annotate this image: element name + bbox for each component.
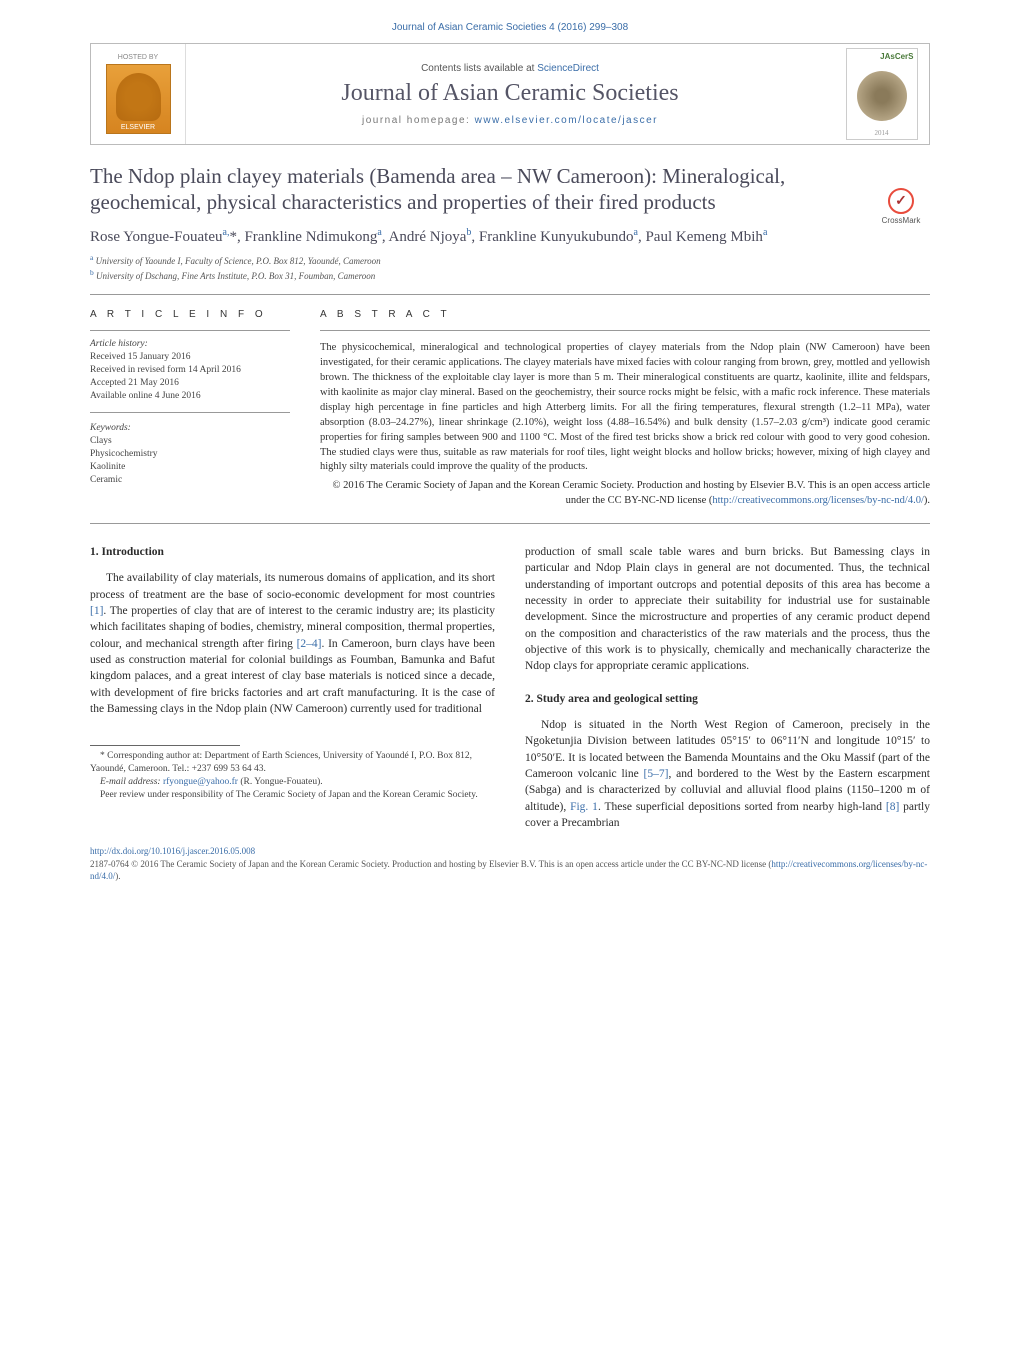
banner-right: JAsCerS 2014 (834, 44, 929, 144)
homepage-label: journal homepage: (362, 115, 475, 126)
history-item: Available online 4 June 2016 (90, 390, 290, 403)
ref-2-4[interactable]: [2–4] (297, 638, 322, 650)
keywords-head: Keywords: (90, 423, 290, 433)
footer-text: 2187-0764 © 2016 The Ceramic Society of … (90, 859, 771, 869)
section-1-para: The availability of clay materials, its … (90, 570, 495, 717)
s2c: . These superficial depositions sorted f… (598, 801, 886, 813)
authors: Rose Yongue-Fouateua,*, Frankline Ndimuk… (90, 226, 930, 248)
license-link[interactable]: http://creativecommons.org/licenses/by-n… (712, 495, 924, 506)
article-title: The Ndop plain clayey materials (Bamenda… (90, 163, 930, 216)
cover-image-icon (857, 71, 907, 121)
banner-center: Contents lists available at ScienceDirec… (186, 44, 834, 144)
email-link[interactable]: rfyongue@yahoo.fr (163, 777, 238, 787)
journal-homepage: journal homepage: www.elsevier.com/locat… (362, 115, 658, 126)
keyword-item: Physicochemistry (90, 448, 290, 461)
history-item: Received in revised form 14 April 2016 (90, 364, 290, 377)
crossmark-icon: ✓ (888, 188, 914, 214)
ref-5-7[interactable]: [5–7] (644, 768, 669, 780)
banner-left: HOSTED BY ELSEVIER (91, 44, 186, 144)
cover-label: JAsCerS (880, 52, 913, 61)
journal-banner: HOSTED BY ELSEVIER Contents lists availa… (90, 43, 930, 145)
section-1-heading: 1. Introduction (90, 544, 495, 560)
history-head: Article history: (90, 339, 290, 349)
license-close: ). (924, 495, 930, 506)
abstract-head: A B S T R A C T (320, 309, 930, 320)
history-list: Received 15 January 2016Received in revi… (90, 351, 290, 402)
ref-8[interactable]: [8] (886, 801, 899, 813)
keyword-item: Ceramic (90, 474, 290, 487)
info-divider-2 (90, 412, 290, 413)
abstract-text: The physicochemical, mineralogical and t… (320, 341, 930, 475)
corresponding-author: * Corresponding author at: Department of… (90, 750, 495, 776)
history-item: Received 15 January 2016 (90, 351, 290, 364)
elsevier-text: ELSEVIER (121, 124, 155, 131)
elsevier-tree-icon (116, 73, 161, 121)
abstract-divider (320, 330, 930, 331)
keywords-list: ClaysPhysicochemistryKaoliniteCeramic (90, 435, 290, 486)
footnotes: * Corresponding author at: Department of… (90, 750, 495, 801)
copyright: © 2016 The Ceramic Society of Japan and … (320, 479, 930, 509)
crossmark-label: CrossMark (872, 216, 930, 225)
page-footer: http://dx.doi.org/10.1016/j.jascer.2016.… (0, 831, 1020, 881)
affiliations: a University of Yaounde I, Faculty of Sc… (90, 253, 930, 282)
sciencedirect-link[interactable]: ScienceDirect (537, 63, 599, 74)
col2-continuation: production of small scale table wares an… (525, 544, 930, 675)
fig-1-ref[interactable]: Fig. 1 (570, 801, 598, 813)
contents-text: Contents lists available at (421, 63, 537, 74)
contents-lists: Contents lists available at ScienceDirec… (421, 63, 599, 74)
section-2-heading: 2. Study area and geological setting (525, 691, 930, 707)
body-columns: 1. Introduction The availability of clay… (90, 544, 930, 831)
keyword-item: Kaolinite (90, 461, 290, 474)
divider-2 (90, 523, 930, 524)
keyword-item: Clays (90, 435, 290, 448)
email-label: E-mail address: (100, 777, 163, 787)
history-item: Accepted 21 May 2016 (90, 377, 290, 390)
ref-1[interactable]: [1] (90, 605, 103, 617)
doi-link[interactable]: http://dx.doi.org/10.1016/j.jascer.2016.… (90, 846, 255, 856)
email-line: E-mail address: rfyongue@yahoo.fr (R. Yo… (90, 776, 495, 789)
article-info-head: A R T I C L E I N F O (90, 309, 290, 320)
section-2-para: Ndop is situated in the North West Regio… (525, 717, 930, 831)
divider (90, 294, 930, 295)
article-info: A R T I C L E I N F O Article history: R… (90, 309, 290, 509)
footer-close: ). (115, 871, 120, 881)
crossmark-badge[interactable]: ✓ CrossMark (872, 188, 930, 225)
journal-title: Journal of Asian Ceramic Societies (341, 80, 678, 107)
hosted-by-label: HOSTED BY (118, 54, 158, 61)
abstract: A B S T R A C T The physicochemical, min… (320, 309, 930, 509)
running-head: Journal of Asian Ceramic Societies 4 (20… (0, 0, 1020, 43)
peer-review-note: Peer review under responsibility of The … (90, 789, 495, 802)
homepage-url[interactable]: www.elsevier.com/locate/jascer (475, 115, 658, 126)
footnote-rule (90, 745, 240, 746)
p1a: The availability of clay materials, its … (90, 572, 495, 600)
email-tail: (R. Yongue-Fouateu). (238, 777, 323, 787)
elsevier-logo: ELSEVIER (106, 64, 171, 134)
column-left: 1. Introduction The availability of clay… (90, 544, 495, 831)
info-abstract-row: A R T I C L E I N F O Article history: R… (90, 309, 930, 509)
journal-cover: JAsCerS 2014 (846, 48, 918, 140)
cover-year: 2014 (875, 129, 889, 137)
column-right: production of small scale table wares an… (525, 544, 930, 831)
